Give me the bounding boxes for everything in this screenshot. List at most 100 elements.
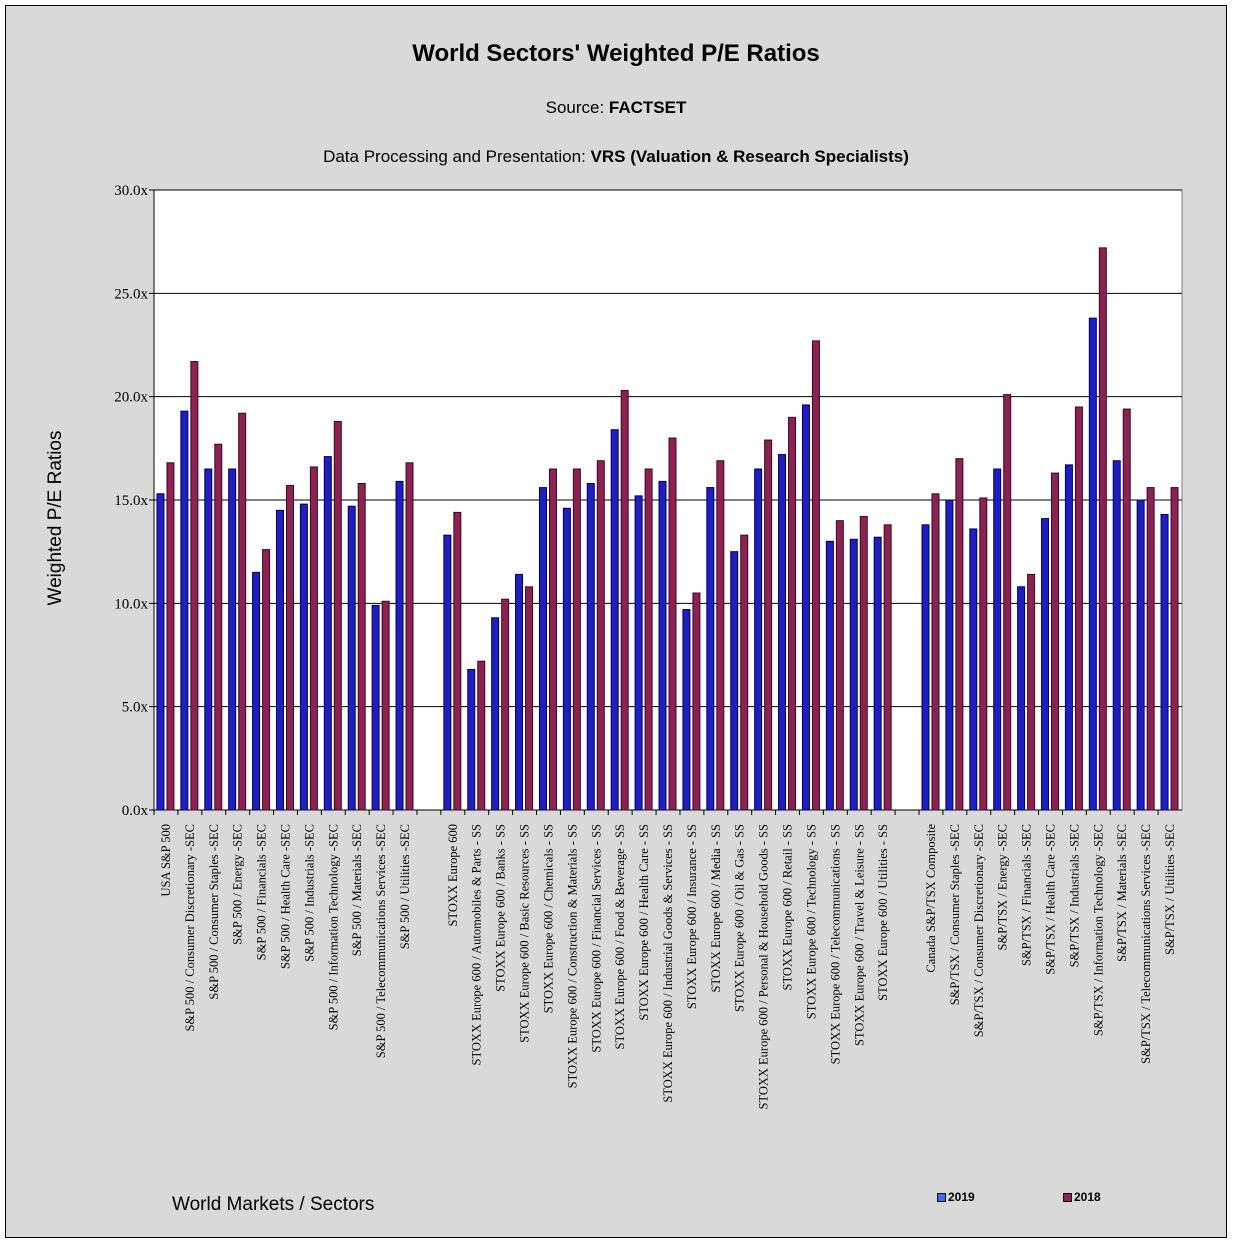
bar-2019 (562, 507, 571, 811)
bar-2018 (166, 462, 175, 811)
legend-swatch-2018 (1063, 1192, 1072, 1202)
processing-value: VRS (Valuation & Research Specialists) (590, 147, 909, 166)
bar-2019 (969, 528, 978, 811)
x-tick-label: S&P/TSX / Consumer Staples -SEC (948, 824, 962, 1005)
x-tick-label: S&P/TSX / Industrials -SEC (1067, 824, 1081, 967)
x-tick-label: S&P/TSX / Consumer Discretionary -SEC (972, 824, 986, 1037)
bar-2019 (299, 503, 308, 811)
x-tick-label: S&P/TSX / Utilities -SEC (1163, 824, 1177, 955)
legend-swatch-2019 (937, 1192, 946, 1202)
bar-2019 (515, 573, 524, 811)
bar-2018 (931, 493, 940, 811)
x-axis-title: World Markets / Sectors (172, 1194, 375, 1215)
x-tick-label: STOXX Europe 600 / Industrial Goods & Se… (661, 824, 675, 1103)
bar-2019 (467, 668, 476, 811)
y-tick-label: 0.0x (122, 803, 149, 819)
bar-2019 (873, 536, 882, 811)
bar-2018 (835, 520, 844, 811)
x-tick-label: STOXX Europe 600 / Utilities - SS (876, 824, 890, 1001)
bar-2018 (859, 516, 868, 811)
x-tick-label: STOXX Europe 600 / Construction & Materi… (565, 824, 579, 1088)
x-tick-label: STOXX Europe 600 / Food & Beverage - SS (613, 824, 627, 1049)
x-tick-label: S&P 500 / Financials -SEC (255, 824, 269, 960)
bar-2019 (156, 493, 165, 811)
bar-2019 (945, 499, 954, 811)
bar-2018 (716, 460, 725, 811)
bar-2019 (658, 480, 667, 811)
bar-2019 (228, 468, 237, 811)
bar-2018 (501, 598, 510, 811)
x-tick-label: S&P/TSX / Materials -SEC (1115, 824, 1129, 962)
x-tick-label: S&P/TSX / Information Technology -SEC (1091, 824, 1105, 1036)
bar-2019 (395, 480, 404, 811)
bar-2018 (1122, 408, 1131, 811)
x-tick-label: STOXX Europe 600 / Oil & Gas - SS (733, 824, 747, 1012)
bar-2019 (754, 468, 763, 811)
bar-2019 (586, 482, 595, 811)
bar-2019 (825, 540, 834, 811)
x-tick-label: STOXX Europe 600 / Telecommunications - … (828, 824, 842, 1064)
bar-2018 (811, 340, 820, 811)
x-tick-label: S&P/TSX / Telecommunications Services -S… (1139, 824, 1153, 1064)
x-tick-label: S&P 500 / Industrials -SEC (302, 824, 316, 962)
x-tick-label: S&P 500 / Health Care -SEC (278, 824, 292, 969)
x-tick-label: STOXX Europe 600 / Travel & Leisure - SS (852, 824, 866, 1046)
bar-2018 (214, 443, 223, 811)
bar-2018 (262, 549, 271, 811)
chart-source: Source: FACTSET (6, 98, 1226, 118)
bar-2019 (778, 454, 787, 811)
bar-2019 (1088, 317, 1097, 811)
x-tick-label: STOXX Europe 600 / Technology - SS (804, 824, 818, 1019)
y-tick-label: 20.0x (114, 390, 148, 406)
bar-2018 (1003, 394, 1012, 811)
bar-2019 (323, 456, 332, 811)
bar-2018 (644, 468, 653, 811)
y-tick-label: 10.0x (114, 596, 148, 612)
bar-2018 (405, 462, 414, 811)
bar-2019 (1064, 464, 1073, 811)
x-tick-label: STOXX Europe 600 / Banks - SS (494, 824, 508, 992)
source-label: Source: (545, 98, 609, 117)
x-tick-label: Canada S&P/TSX Composite (924, 824, 938, 973)
bar-2018 (1170, 487, 1179, 811)
x-tick-label: STOXX Europe 600 / Insurance - SS (685, 824, 699, 1009)
chart-title: World Sectors' Weighted P/E Ratios (412, 40, 820, 67)
bar-2019 (1017, 586, 1026, 811)
bar-2019 (1160, 513, 1169, 811)
bar-2018 (238, 412, 247, 811)
chart-processing: Data Processing and Presentation: VRS (V… (6, 147, 1226, 167)
bar-2018 (1027, 573, 1036, 811)
bar-2018 (525, 586, 534, 811)
bar-2019 (730, 551, 739, 811)
bar-2018 (955, 458, 964, 811)
bar-2018 (883, 524, 892, 811)
y-tick-label: 5.0x (122, 700, 149, 716)
bar-2019 (634, 495, 643, 811)
bar-2019 (347, 505, 356, 811)
x-tick-label: S&P 500 / Information Technology -SEC (326, 824, 340, 1030)
x-tick-label: S&P 500 / Energy -SEC (231, 824, 245, 945)
bar-2019 (706, 487, 715, 811)
x-tick-label: S&P/TSX / Financials -SEC (1020, 824, 1034, 966)
bar-2019 (682, 609, 691, 811)
y-tick-label: 15.0x (114, 493, 148, 509)
bar-2018 (1098, 247, 1107, 811)
bar-2018 (1074, 406, 1083, 811)
bar-2018 (979, 497, 988, 811)
y-tick-label: 30.0x (114, 183, 148, 199)
bar-2019 (443, 534, 452, 811)
bar-2018 (453, 511, 462, 811)
bar-2019 (801, 404, 810, 811)
bar-2018 (381, 600, 390, 811)
legend-label-2018: 2018 (1074, 1190, 1101, 1204)
x-tick-label: S&P/TSX / Health Care -SEC (1044, 824, 1058, 975)
x-tick-label: STOXX Europe 600 / Personal & Household … (757, 824, 771, 1110)
bar-2018 (620, 389, 629, 811)
legend-item-2019: 2019 (937, 1190, 975, 1204)
x-tick-label: STOXX Europe 600 / Automobiles & Parts -… (470, 824, 484, 1065)
bar-2019 (610, 429, 619, 811)
bar-2019 (1112, 460, 1121, 811)
bar-2019 (921, 524, 930, 811)
x-tick-label: STOXX Europe 600 / Basic Resources - SS (518, 824, 532, 1043)
